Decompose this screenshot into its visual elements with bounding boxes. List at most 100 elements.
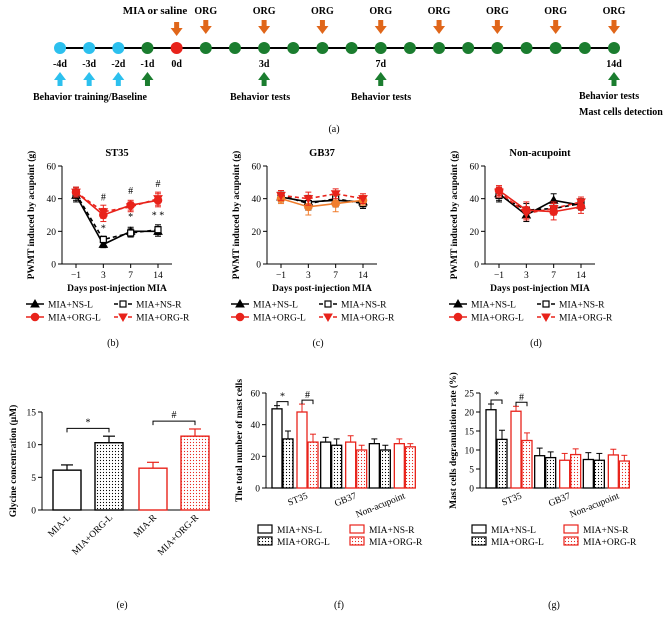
org-arrow-icon: [258, 20, 271, 34]
legend: MIA+NS-L MIA+NS-R MIA+ORG-L MIA+ORG-R: [449, 298, 613, 324]
data-point: [125, 203, 136, 212]
y-tick-label: 20: [465, 409, 475, 419]
legend-label: MIA+NS-R: [369, 526, 415, 536]
panel-label: (g): [548, 600, 560, 611]
y-tick-label: 0: [31, 507, 36, 517]
significance-mark: #: [101, 192, 106, 203]
legend: MIA+NS-L MIA+ORG-L MIA+NS-R MIA+ORG-R: [257, 524, 423, 548]
day-label: -2d: [111, 59, 125, 70]
data-point: [576, 198, 586, 207]
day-label: 0d: [171, 59, 182, 70]
legend-label: MIA+ORG-R: [583, 538, 637, 548]
x-tick-label: ST35: [287, 491, 310, 508]
panel-label: (f): [334, 600, 344, 611]
x-tick-label: ST35: [501, 491, 524, 508]
chart-title: Non-acupoint: [509, 148, 571, 159]
legend-swatch: [257, 524, 273, 534]
day-label: 7d: [375, 59, 386, 70]
panel-label-a: (a): [328, 124, 339, 135]
series-MIA+ORG-R: [276, 188, 368, 206]
bar: [356, 449, 368, 489]
legend-label: MIA+NS-L: [471, 301, 516, 311]
x-tick-label: Non-acupoint: [569, 491, 622, 520]
legend-label: MIA+ORG-R: [369, 538, 423, 548]
timeline-top-label: MIA or saline: [123, 5, 188, 17]
x-tick-label: 3: [524, 271, 529, 281]
data-point: [521, 209, 532, 219]
y-tick-label: 20: [470, 228, 480, 238]
x-tick-label: MIA+ORG-R: [156, 513, 201, 558]
timeline-dot: [287, 42, 300, 54]
y-axis-label: Mast cells degranulation rate (%): [448, 372, 459, 509]
data-point: [98, 208, 109, 217]
legend-label: MIA+NS-L: [277, 526, 322, 536]
y-tick-label: 0: [469, 485, 474, 495]
legend-marker: [30, 298, 40, 308]
legend-swatch: [563, 524, 579, 534]
y-tick-label: 25: [465, 390, 475, 400]
timeline-dot: [83, 42, 96, 54]
day-label: -4d: [53, 59, 67, 70]
legend: MIA+NS-L MIA+NS-R MIA+ORG-L MIA+ORG-R: [231, 298, 395, 324]
legend-marker: [541, 313, 551, 323]
timeline-dot: [374, 42, 387, 54]
y-axis-label: The total number of mast cells: [235, 379, 245, 502]
series-line: [280, 197, 364, 208]
data-point: [127, 229, 135, 237]
behavior-test-arrow-icon: [141, 72, 154, 86]
legend-swatch: [471, 524, 487, 534]
significance-mark: *: [494, 390, 499, 401]
legend-marker: [119, 300, 127, 308]
legend-label: MIA+NS-R: [559, 301, 605, 311]
end-label-mast: Mast cells detection: [579, 107, 663, 118]
panel-label: (d): [530, 338, 542, 349]
legend-label: MIA+NS-L: [491, 526, 536, 536]
legend-label: MIA+ORG-L: [48, 314, 101, 324]
bar: [485, 409, 497, 489]
timeline-dot: [608, 42, 620, 54]
series-line: [280, 194, 364, 205]
org-label: ORG: [311, 6, 334, 17]
panel-label: (b): [107, 338, 119, 349]
org-arrow-icon: [316, 20, 329, 34]
bar: [618, 460, 630, 489]
org-arrow-icon: [433, 20, 446, 34]
x-tick-label: 3: [101, 271, 106, 281]
significance-mark: #: [128, 186, 133, 197]
legend-marker: [453, 298, 463, 308]
y-tick-label: 60: [47, 163, 57, 173]
significance-bracket: [152, 420, 196, 426]
baseline-label: Behavior training/Baseline: [33, 92, 148, 103]
data-point: [154, 226, 162, 234]
data-point: [358, 195, 368, 204]
x-tick-label: −1: [71, 271, 81, 281]
baseline-arrow-icon: [112, 72, 125, 86]
series-line: [75, 191, 159, 216]
org-label: ORG: [486, 6, 509, 17]
data-point: [98, 239, 109, 248]
legend-marker: [118, 313, 128, 323]
significance-mark: *: [86, 417, 91, 428]
legend-swatch: [563, 536, 579, 546]
y-tick-label: 0: [255, 485, 260, 495]
timeline-dot: [549, 42, 562, 54]
timeline-dot: [54, 42, 66, 54]
behavior-test-arrow-icon: [258, 72, 271, 86]
timeline-dot: [491, 42, 504, 54]
series-line: [498, 189, 582, 213]
series-line: [498, 191, 582, 215]
bar: [94, 442, 124, 511]
org-arrow-icon: [491, 20, 504, 34]
series-MIA+ORG-L: [71, 186, 163, 223]
y-tick-label: 60: [251, 390, 261, 400]
significance-bracket: [66, 427, 110, 433]
org-arrow-icon: [374, 20, 387, 34]
significance-mark: * *: [152, 210, 165, 221]
x-tick-label: −1: [494, 271, 504, 281]
bar: [331, 444, 343, 489]
x-tick-label: 3: [306, 271, 311, 281]
legend: MIA+NS-L MIA+NS-R MIA+ORG-L MIA+ORG-R: [26, 298, 190, 324]
bar: [582, 458, 594, 489]
timeline-dot: [112, 42, 125, 54]
